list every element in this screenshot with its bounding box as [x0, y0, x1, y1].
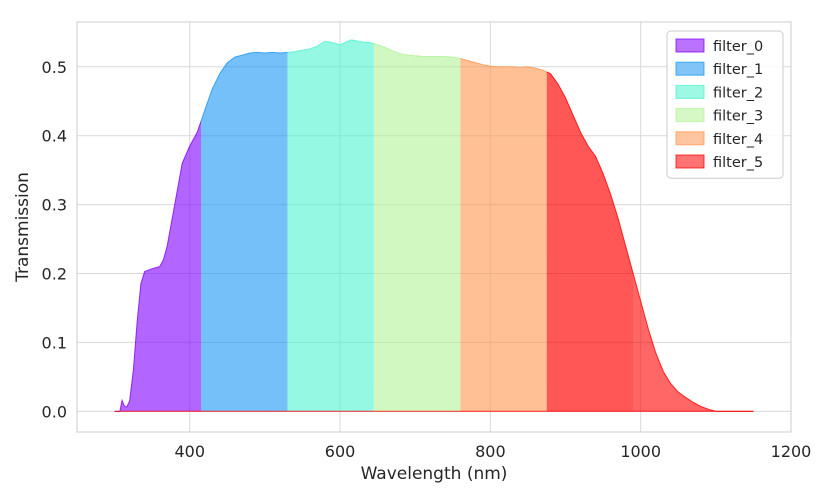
x-axis-label: Wavelength (nm) [361, 464, 508, 484]
line-filter-0 [114, 121, 202, 412]
line-filter-4 [460, 58, 547, 73]
area-filter-1 [201, 52, 288, 412]
x-axis-ticks: 400 600 800 1000 1200 [174, 442, 811, 461]
area-filter-5-core [546, 71, 634, 412]
filter-areas [114, 39, 754, 412]
y-tick-label: 0.3 [42, 196, 67, 215]
y-tick-label: 0.4 [42, 127, 67, 146]
legend-swatch [675, 38, 705, 53]
line-filter-1 [200, 51, 288, 122]
legend-swatch [675, 131, 705, 146]
legend-label: filter_5 [713, 155, 763, 171]
legend-label: filter_4 [713, 132, 763, 148]
area-filter-4 [460, 58, 547, 412]
legend-label: filter_0 [713, 39, 763, 55]
y-axis-label: Transmission [13, 172, 33, 283]
legend-swatch [675, 84, 705, 99]
legend-label: filter_2 [713, 85, 763, 101]
legend-swatch [675, 61, 705, 76]
area-filter-2 [287, 39, 374, 412]
area-filter-3 [373, 43, 461, 412]
y-tick-label: 0.2 [42, 265, 67, 284]
y-tick-label: 0.1 [42, 333, 67, 352]
legend-label: filter_3 [713, 109, 763, 125]
y-tick-label: 0.5 [42, 58, 67, 77]
y-tick-label: 0.0 [42, 402, 67, 421]
line-filter-5 [546, 71, 754, 412]
x-tick-label: 400 [174, 442, 205, 461]
legend-swatch [675, 108, 705, 123]
plot-frame [76, 21, 792, 433]
line-filter-2 [287, 39, 375, 53]
legend-swatch [675, 154, 705, 169]
x-tick-label: 1000 [620, 442, 661, 461]
legend: filter_0 filter_1 filter_2 filter_3 filter_4… [666, 30, 784, 179]
x-tick-label: 1200 [771, 442, 812, 461]
x-tick-label: 800 [475, 442, 506, 461]
area-filter-5 [546, 71, 754, 412]
x-tick-label: 600 [325, 442, 356, 461]
y-axis-ticks: 0.0 0.1 0.2 0.3 0.4 0.5 [42, 58, 67, 422]
area-filter-0 [114, 121, 202, 412]
line-filter-3 [373, 43, 461, 60]
legend-label: filter_1 [713, 62, 763, 78]
